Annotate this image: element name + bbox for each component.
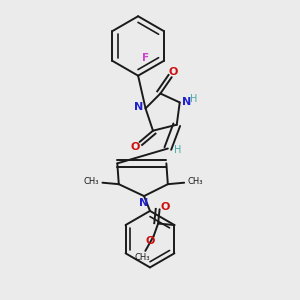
Text: CH₃: CH₃ [188,177,203,186]
Text: H: H [190,94,198,104]
Text: N: N [134,103,144,112]
Text: O: O [161,202,170,212]
Text: O: O [169,67,178,77]
Text: O: O [130,142,140,152]
Text: F: F [142,53,150,63]
Text: CH₃: CH₃ [135,253,150,262]
Text: N: N [182,97,191,106]
Text: O: O [146,236,155,246]
Text: H: H [174,145,181,155]
Text: N: N [140,198,149,208]
Text: CH₃: CH₃ [83,177,99,186]
